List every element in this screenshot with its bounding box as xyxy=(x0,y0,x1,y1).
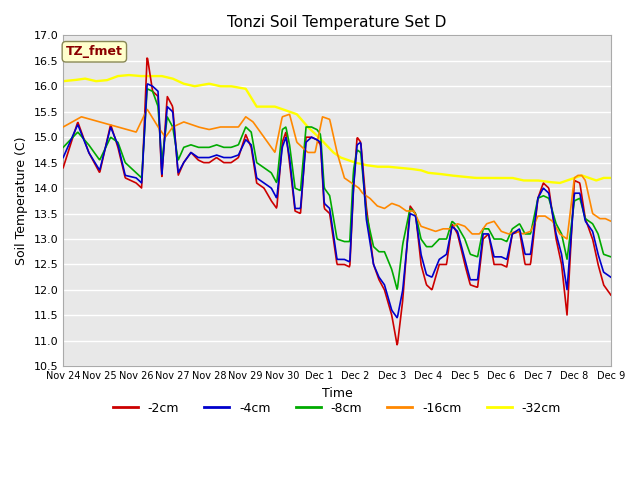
X-axis label: Time: Time xyxy=(322,387,353,400)
Title: Tonzi Soil Temperature Set D: Tonzi Soil Temperature Set D xyxy=(227,15,447,30)
Y-axis label: Soil Temperature (C): Soil Temperature (C) xyxy=(15,137,28,265)
Legend: -2cm, -4cm, -8cm, -16cm, -32cm: -2cm, -4cm, -8cm, -16cm, -32cm xyxy=(108,396,566,420)
Text: TZ_fmet: TZ_fmet xyxy=(66,45,123,58)
